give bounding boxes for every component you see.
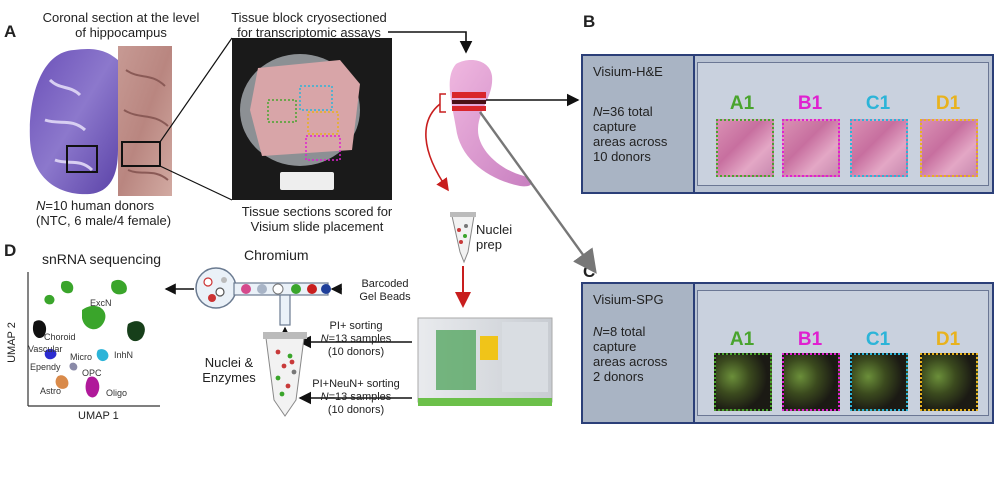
visium-spg-desc-line4: 2 donors (593, 369, 644, 384)
neun-n-symbol: N (320, 391, 329, 403)
coronal-caption-line2: of hippocampus (75, 25, 167, 40)
pi-samples: =13 samples (328, 333, 392, 345)
visium-he-desc-line2: capture (593, 119, 637, 134)
spg-capture-a1-area (714, 353, 772, 411)
panel-letter-b: B (583, 12, 596, 31)
tissue-block-caption-line1: Tissue block cryosectioned (231, 10, 387, 25)
donors-count: =10 human donors (45, 198, 155, 213)
visium-spg-slide: Visium-SPG N=8 total capture areas acros… (581, 282, 994, 424)
visium-he-desc: N=36 total capture areas across 10 donor… (593, 104, 667, 164)
nuclei-enzymes-line2: Enzymes (202, 370, 256, 385)
umap-plot (27, 272, 160, 407)
nuclei-prep-tube (450, 212, 476, 264)
pi-sorting-title: PI+ sorting (329, 320, 383, 332)
cluster-label-inhn: InhN (114, 350, 134, 360)
spg-capture-b1-area (782, 353, 840, 411)
he-capture-b1-label: B1 (797, 93, 823, 114)
cluster-label-oligo: Oligo (106, 388, 128, 398)
cluster-label-opc: OPC (82, 368, 102, 378)
barcoded-line2: Gel Beads (359, 291, 411, 303)
hippocampus-illustration (449, 60, 532, 187)
cluster-label-astro: Astro (40, 386, 62, 396)
pi-sorting-label: PI+ sorting N=13 samples (10 donors) (306, 320, 406, 359)
cluster-label-ependy: Ependy (30, 362, 61, 372)
neun-sorting-title: PI+NeuN+ sorting (312, 378, 400, 390)
spg-capture-d1-label: D1 (935, 329, 961, 350)
nuclei-prep-line2: prep (476, 237, 503, 252)
visium-he-slide: Visium-H&E N=36 total capture areas acro… (581, 54, 994, 194)
spg-capture-b1-label: B1 (797, 329, 823, 350)
he-capture-b1-area (782, 119, 840, 177)
donors-n-symbol: N (36, 198, 46, 213)
visium-spg-name: Visium-SPG (593, 292, 664, 307)
nuclei-enzymes-label: Nuclei & Enzymes (194, 355, 264, 385)
he-capture-d1-area (920, 119, 978, 177)
visium-spg-desc-line2: capture (593, 339, 637, 354)
umap-y-label: UMAP 2 (5, 322, 18, 363)
tissue-block-caption: Tissue block cryosectioned for transcrip… (214, 10, 404, 40)
visium-spg-desc: N=8 total capture areas across 2 donors (593, 324, 667, 384)
he-capture-c1-area (850, 119, 908, 177)
spg-capture-c1-area (850, 353, 908, 411)
visium-he-n: N (593, 104, 603, 119)
visium-spg-desc-line3: areas across (593, 354, 668, 369)
chromium-chip (195, 267, 331, 326)
he-capture-a1-area (716, 119, 774, 177)
neun-samples: =13 samples (328, 391, 392, 403)
scored-caption-line1: Tissue sections scored for (241, 204, 393, 219)
visium-he-name: Visium-H&E (593, 64, 663, 79)
he-capture-d1-label: D1 (935, 93, 961, 114)
cluster-label-excn: ExcN (90, 298, 112, 308)
nuclei-prep-caption: Nuclei prep (476, 222, 512, 252)
coronal-caption-line1: Coronal section at the level (42, 10, 200, 25)
tissue-block-photo (232, 38, 392, 200)
visium-he-desc-line3: areas across (593, 134, 668, 149)
coronal-section-caption: Coronal section at the level of hippocam… (26, 10, 216, 40)
spg-capture-a1-label: A1 (729, 329, 755, 350)
barcoded-line1: Barcoded (361, 278, 409, 290)
cluster-label-micro: Micro (70, 352, 92, 362)
spg-capture-d1-area (920, 353, 978, 411)
he-capture-a1-label: A1 (729, 93, 755, 114)
nuclei-prep-line1: Nuclei (476, 222, 513, 237)
donors-detail: (NTC, 6 male/4 female) (36, 213, 172, 228)
barcoded-label: Barcoded Gel Beads (350, 278, 420, 304)
he-capture-c1-label: C1 (865, 93, 891, 114)
visium-spg-n: N (593, 324, 603, 339)
visium-spg-capture-window: A1 B1 C1 D1 (697, 290, 989, 416)
umap-x-label: UMAP 1 (78, 410, 119, 422)
spg-capture-c1-label: C1 (865, 329, 891, 350)
neun-sorting-label: PI+NeuN+ sorting N=13 samples (10 donors… (300, 378, 412, 417)
cell-sorter-instrument (417, 317, 553, 406)
donors-caption: N=10 human donors (NTC, 6 male/4 female) (36, 198, 171, 228)
cluster-label-choroid: Choroid (44, 332, 76, 342)
visium-spg-label-area: Visium-SPG N=8 total capture areas acros… (583, 284, 695, 422)
scored-caption-line2: Visium slide placement (250, 219, 384, 234)
pi-donors: (10 donors) (327, 346, 385, 358)
slab-roi-box (121, 141, 161, 167)
coronal-roi-box (66, 145, 98, 173)
scored-caption: Tissue sections scored for Visium slide … (222, 204, 412, 234)
pi-n-symbol: N (320, 333, 329, 345)
visium-he-label-area: Visium-H&E N=36 total capture areas acro… (583, 56, 695, 192)
panel-letter-a: A (4, 22, 17, 41)
nuclei-enzymes-line1: Nuclei & (204, 355, 254, 370)
visium-spg-total: =8 total (602, 324, 646, 339)
cluster-label-vascular: Vascular (28, 344, 63, 354)
fresh-slab-image (118, 46, 172, 196)
tissue-block-caption-line2: for transcriptomic assays (237, 25, 381, 40)
chromium-label: Chromium (244, 247, 309, 263)
visium-he-desc-line4: 10 donors (593, 149, 651, 164)
snrna-title: snRNA sequencing (42, 251, 162, 267)
nuclei-enzymes-tube (263, 332, 307, 417)
visium-he-total: =36 total (602, 104, 653, 119)
coronal-brain-image (29, 49, 118, 195)
neun-donors: (10 donors) (327, 404, 385, 416)
visium-he-capture-window: A1 B1 C1 D1 (697, 62, 989, 186)
panel-letter-d: D (4, 241, 17, 260)
